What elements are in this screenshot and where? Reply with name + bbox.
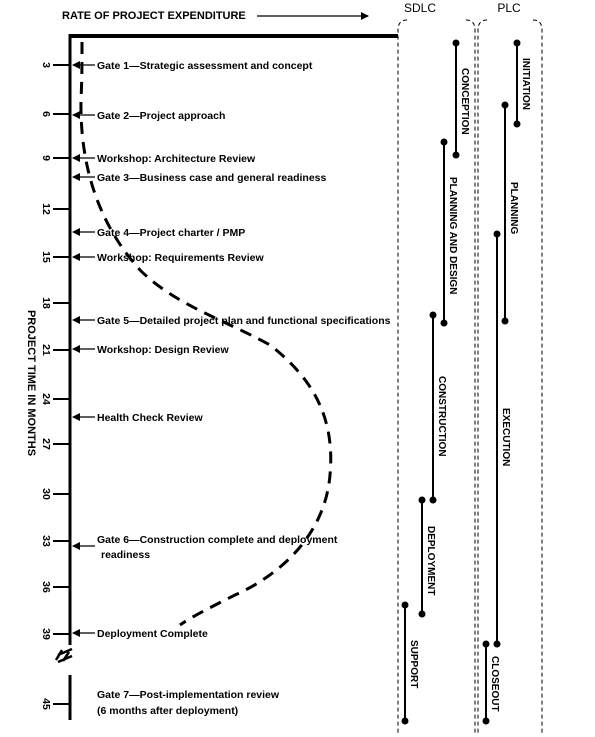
phase-end-dot <box>513 120 521 128</box>
gate-6-label: Gate 6—Construction complete and deploym… <box>97 534 338 546</box>
phase-start-dot <box>501 101 509 109</box>
phase-label: PLANNING AND DESIGN <box>447 177 458 294</box>
phase-start-dot <box>482 640 490 648</box>
gate-3-label: Gate 3—Business case and general readine… <box>97 172 327 184</box>
tick-label: 39 <box>40 628 52 640</box>
tick-label: 18 <box>40 297 52 309</box>
phase-end-dot <box>418 610 426 618</box>
axis-break-icon <box>54 647 73 664</box>
tick-label: 24 <box>40 393 52 405</box>
plc-phase-bars: INITIATION PLANNING EXECUTION CLOSEOUT <box>482 39 531 725</box>
gate-markers: Gate 1—Strategic assessment and concept … <box>72 60 391 717</box>
sdlc-phase-planning-design: PLANNING AND DESIGN <box>440 138 458 327</box>
tick-label: 27 <box>40 438 52 450</box>
tick-label: 45 <box>40 698 52 710</box>
phase-label: PLANNING <box>508 182 519 234</box>
sdlc-phase-conception: CONCEPTION <box>452 39 470 159</box>
health-check-label: Health Check Review <box>97 412 203 424</box>
plc-phase-closeout: CLOSEOUT <box>482 640 500 725</box>
deployment-complete-label: Deployment Complete <box>97 628 208 640</box>
phase-end-dot <box>429 496 437 504</box>
sdlc-phase-construction: CONSTRUCTION <box>429 311 447 504</box>
tick-label: 9 <box>40 155 52 161</box>
tick-label: 21 <box>40 344 52 356</box>
sdlc-phase-deployment: DEPLOYMENT <box>418 496 436 618</box>
phase-label: INITIATION <box>520 58 531 110</box>
gate-7-label: Gate 7—Post-implementation review <box>97 689 280 701</box>
gate-7-label-line2: (6 months after deployment) <box>97 705 238 717</box>
phase-label: CLOSEOUT <box>489 656 500 712</box>
phase-start-dot <box>513 39 521 47</box>
rate-of-expenditure-label: RATE OF PROJECT EXPENDITURE <box>62 10 246 22</box>
plc-phase-initiation: INITIATION <box>513 39 531 128</box>
phase-end-dot <box>452 151 460 159</box>
y-axis-label: PROJECT TIME IN MONTHS <box>25 310 37 456</box>
workshop-design-label: Workshop: Design Review <box>97 344 229 356</box>
phase-start-dot <box>452 39 460 47</box>
workshop-requirements-label: Workshop: Requirements Review <box>97 252 265 264</box>
tick-label: 6 <box>40 111 52 117</box>
gate-6-label-line2: readiness <box>101 549 150 561</box>
gate-2-label: Gate 2—Project approach <box>97 110 225 122</box>
sdlc-column-title: SDLC <box>404 1 436 15</box>
phase-start-dot <box>493 230 501 238</box>
phase-start-dot <box>401 601 409 609</box>
gate-5-label: Gate 5—Detailed project plan and functio… <box>97 315 391 327</box>
phase-end-dot <box>482 717 490 725</box>
tick-label: 15 <box>40 251 52 263</box>
phase-end-dot <box>440 319 448 327</box>
tick-label: 12 <box>40 203 52 215</box>
tick-label: 3 <box>40 62 52 68</box>
phase-label: DEPLOYMENT <box>425 526 436 595</box>
tick-label: 36 <box>40 581 52 593</box>
phase-label: EXECUTION <box>500 408 511 466</box>
plc-phase-execution: EXECUTION <box>493 230 511 648</box>
axis-ticks: 3 6 9 12 15 18 21 24 27 30 33 36 39 45 <box>40 62 70 710</box>
sdlc-column-left-border <box>397 19 408 735</box>
sdlc-column-right-border <box>465 19 476 735</box>
plc-column-title: PLC <box>497 1 521 15</box>
phase-end-dot <box>501 317 509 325</box>
phase-end-dot <box>401 717 409 725</box>
gate-1-label: Gate 1—Strategic assessment and concept <box>97 60 313 72</box>
phase-end-dot <box>493 640 501 648</box>
plc-column-right-border <box>532 19 543 735</box>
phase-label: SUPPORT <box>408 640 419 688</box>
tick-label: 33 <box>40 535 52 547</box>
phase-start-dot <box>440 138 448 146</box>
sdlc-phase-support: SUPPORT <box>401 601 419 725</box>
phase-start-dot <box>418 496 426 504</box>
plc-phase-planning: PLANNING <box>501 101 519 325</box>
gate-4-label: Gate 4—Project charter / PMP <box>97 227 245 239</box>
workshop-architecture-label: Workshop: Architecture Review <box>97 153 256 165</box>
sdlc-phase-bars: CONCEPTION PLANNING AND DESIGN CONSTRUCT… <box>401 39 470 725</box>
phase-label: CONCEPTION <box>459 68 470 135</box>
tick-label: 30 <box>40 488 52 500</box>
plc-column-left-border <box>477 19 488 735</box>
phase-start-dot <box>429 311 437 319</box>
phase-label: CONSTRUCTION <box>436 376 447 457</box>
